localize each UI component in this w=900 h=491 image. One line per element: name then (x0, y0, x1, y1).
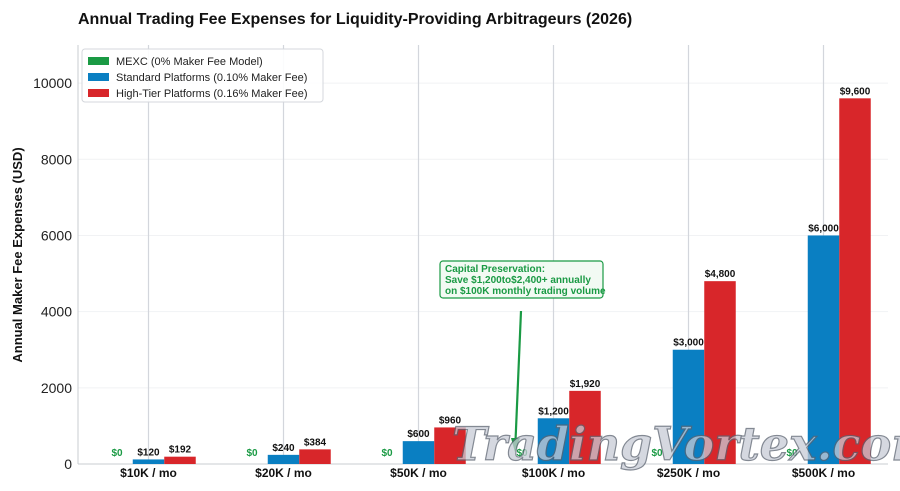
bar (132, 459, 165, 464)
bars (132, 98, 871, 464)
data-label: $384 (304, 437, 327, 448)
watermark: TradingVortex.com (452, 417, 900, 471)
y-tick-label: 4000 (41, 304, 72, 320)
data-label: $0 (246, 448, 258, 459)
legend-swatch (88, 89, 109, 97)
data-label: $600 (407, 429, 430, 440)
annotation-box (439, 260, 604, 299)
annotation-line-2: Save $1,200to$2,400+ annually (445, 275, 591, 286)
y-tick-label: 2000 (41, 380, 72, 396)
data-label: $0 (111, 448, 123, 459)
bar (402, 441, 435, 464)
bar (434, 427, 466, 464)
data-label: $4,800 (705, 269, 736, 280)
legend-entry: High-Tier Platforms (0.16% Maker Fee) (116, 88, 308, 100)
data-label: $1,920 (570, 379, 601, 390)
y-tick-labels: 0 2000 4000 6000 8000 10000 (33, 75, 72, 472)
x-tick-label: $500K / mo (792, 466, 855, 480)
data-label: $120 (137, 447, 160, 458)
x-tick-labels: $10K / mo $20K / mo $50K / mo $100K / mo $25… (120, 466, 855, 480)
annotation-line-1: Capital Preservation: (445, 264, 545, 275)
annotation-arrow-shaft (514, 310, 523, 442)
data-label: $0 (786, 448, 798, 459)
y-tick-label: 10000 (33, 75, 72, 91)
legend: MEXC (0% Maker Fee Model) Standard Platfo… (81, 48, 324, 103)
legend-entry: MEXC (0% Maker Fee Model) (116, 56, 263, 68)
bar (299, 449, 331, 464)
x-tick-label: $20K / mo (255, 466, 312, 480)
annotation-arrow-head (511, 438, 520, 452)
data-label: $0 (651, 448, 663, 459)
data-label: $0 (381, 448, 393, 459)
y-axis-label: Annual Maker Fee Expenses (USD) (10, 147, 25, 362)
bar (569, 390, 601, 464)
data-label: $0 (516, 448, 528, 459)
legend-box (81, 48, 324, 103)
bar (807, 235, 840, 464)
legend-entry: Standard Platforms (0.10% Maker Fee) (116, 72, 307, 84)
data-label: $1,200 (538, 406, 569, 417)
annotation-line-3: on $100K monthly trading volume (445, 286, 606, 297)
axes (77, 45, 888, 465)
bar (704, 281, 736, 464)
y-tick-label: 6000 (41, 227, 72, 243)
data-label: $3,000 (673, 338, 704, 349)
chart-title: Annual Trading Fee Expenses for Liquidit… (78, 11, 632, 28)
data-labels: $0 $120 $192 $0 $240 $384 $0 $600 $960 $0 $1,200 $1… (111, 86, 870, 459)
bar (267, 454, 300, 464)
grid (78, 45, 888, 465)
bar (672, 349, 705, 464)
data-label: $9,600 (840, 86, 871, 97)
legend-swatch (88, 73, 109, 81)
bar (164, 456, 196, 464)
data-label: $192 (169, 445, 192, 456)
x-tick-label: $250K / mo (657, 466, 720, 480)
x-tick-label: $10K / mo (120, 466, 177, 480)
y-tick-label: 8000 (41, 151, 72, 167)
legend-swatch (88, 57, 109, 65)
data-label: $960 (439, 415, 462, 426)
x-tick-label: $100K / mo (522, 466, 585, 480)
y-tick-label: 0 (64, 456, 72, 472)
bar (537, 418, 570, 464)
annotation: Capital Preservation: Save $1,200to$2,40… (439, 260, 606, 452)
data-label: $240 (272, 443, 295, 454)
bar (839, 98, 871, 464)
x-tick-label: $50K / mo (390, 466, 447, 480)
data-label: $6,000 (808, 223, 839, 234)
